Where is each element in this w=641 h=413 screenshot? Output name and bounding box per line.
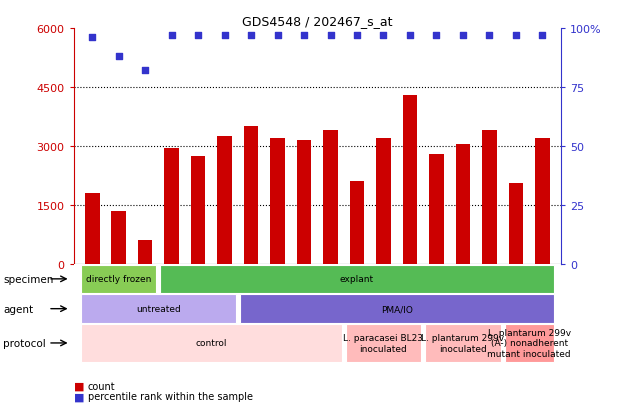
Bar [81, 265, 156, 294]
Text: percentile rank within the sample: percentile rank within the sample [88, 392, 253, 401]
Point [458, 33, 468, 39]
Point [87, 35, 97, 42]
Bar [164, 149, 179, 264]
Point [140, 68, 151, 75]
Bar [482, 131, 497, 264]
Point [537, 33, 547, 39]
Bar [508, 184, 523, 264]
Text: explant: explant [340, 275, 374, 284]
Bar [376, 139, 391, 264]
Bar [323, 131, 338, 264]
Text: L. plantarum 299v
inoculated: L. plantarum 299v inoculated [421, 333, 504, 353]
Point [113, 54, 124, 60]
Text: directly frozen: directly frozen [86, 275, 151, 284]
Bar [81, 325, 342, 362]
Bar [456, 145, 470, 264]
Point [352, 33, 362, 39]
Bar [297, 141, 312, 264]
Point [484, 33, 494, 39]
Bar [160, 265, 554, 294]
Text: untreated: untreated [136, 304, 181, 313]
Bar [112, 211, 126, 264]
Text: protocol: protocol [3, 338, 46, 348]
Bar [240, 294, 554, 323]
Text: ■: ■ [74, 381, 84, 391]
Point [378, 33, 388, 39]
Text: specimen: specimen [3, 274, 54, 284]
Point [326, 33, 336, 39]
Point [405, 33, 415, 39]
Bar [403, 95, 417, 264]
Bar [271, 139, 285, 264]
Bar [217, 137, 232, 264]
Text: count: count [88, 381, 115, 391]
Bar [535, 139, 549, 264]
Bar [345, 325, 421, 362]
Point [511, 33, 521, 39]
Bar [425, 325, 501, 362]
Bar [85, 194, 99, 264]
Bar [81, 294, 236, 323]
Text: L. paracasei BL23
inoculated: L. paracasei BL23 inoculated [344, 333, 424, 353]
Point [246, 33, 256, 39]
Point [272, 33, 283, 39]
Bar [429, 154, 444, 264]
Text: PMA/IO: PMA/IO [381, 304, 413, 313]
Point [193, 33, 203, 39]
Bar [244, 127, 258, 264]
Bar [504, 325, 554, 362]
Text: L. plantarum 299v
(A-) nonadherent
mutant inoculated: L. plantarum 299v (A-) nonadherent mutan… [487, 328, 571, 358]
Text: agent: agent [3, 304, 33, 314]
Text: control: control [196, 339, 227, 348]
Text: ■: ■ [74, 392, 84, 401]
Point [431, 33, 442, 39]
Title: GDS4548 / 202467_s_at: GDS4548 / 202467_s_at [242, 15, 392, 28]
Bar [191, 157, 205, 264]
Point [299, 33, 309, 39]
Point [167, 33, 177, 39]
Bar [350, 182, 364, 264]
Point [219, 33, 229, 39]
Bar [138, 241, 153, 264]
